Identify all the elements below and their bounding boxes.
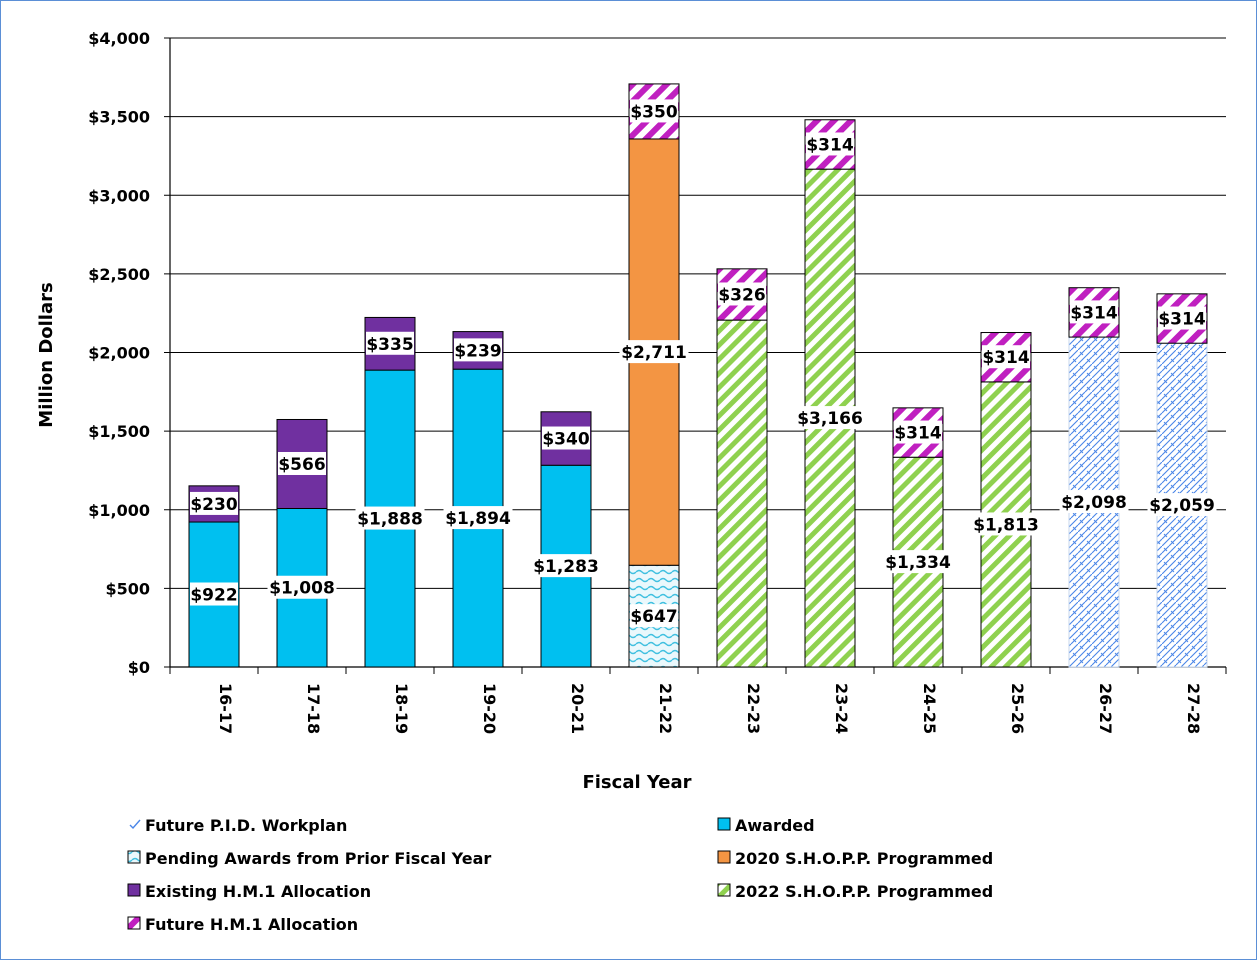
legend-swatch (717, 850, 731, 864)
data-label: $1,283 (533, 557, 599, 577)
data-label: $2,059 (1149, 496, 1215, 516)
y-axis-title: Million Dollars (36, 282, 57, 427)
data-label-bg (619, 340, 689, 364)
data-label: $1,894 (445, 509, 511, 529)
legend: Future P.I.D. Workplan Awarded Pending Awa… (127, 816, 993, 934)
x-tick-label: 18-19 (392, 683, 411, 734)
legend-label: Awarded (735, 816, 815, 835)
legend-label: Future H.M.1 Allocation (145, 915, 358, 934)
data-label: $350 (630, 102, 677, 122)
x-tick-label: 27-28 (1184, 683, 1203, 734)
x-tick-label: 24-25 (920, 683, 939, 734)
legend-swatch (127, 916, 141, 930)
data-label-bg (795, 406, 865, 430)
data-label: $314 (894, 424, 941, 444)
data-label-bg (355, 506, 425, 530)
x-tick-label: 25-26 (1008, 683, 1027, 734)
y-tick-label: $3,500 (88, 108, 150, 127)
x-tick-label: 26-27 (1096, 683, 1115, 734)
data-label-bg (366, 331, 414, 355)
y-tick-label: $2,500 (88, 265, 150, 284)
data-label: $922 (190, 586, 237, 606)
data-label-bg (1147, 493, 1217, 517)
legend-swatch (717, 817, 731, 831)
data-label: $340 (542, 430, 589, 450)
data-label-bg (190, 582, 238, 606)
axes (169, 38, 1227, 674)
bar-segment (716, 319, 768, 668)
data-label-bg (1070, 300, 1118, 324)
y-tick-label: $0 (128, 658, 150, 677)
legend-swatch (127, 850, 141, 864)
legend-label: Existing H.M.1 Allocation (145, 882, 371, 901)
data-label-bg (1158, 306, 1206, 330)
data-label: $1,813 (973, 515, 1039, 535)
data-label-bg (630, 604, 678, 628)
legend-label: Future P.I.D. Workplan (145, 816, 347, 835)
data-label-bg (190, 491, 238, 515)
legend-swatch (129, 819, 141, 830)
data-label: $314 (1070, 303, 1117, 323)
legend-label: Pending Awards from Prior Fiscal Year (145, 849, 491, 868)
data-label: $647 (630, 607, 677, 627)
data-label-bg (267, 575, 337, 599)
x-tick-label: 21-22 (656, 683, 675, 734)
data-label: $335 (366, 335, 413, 355)
gridlines (164, 37, 1226, 668)
y-tick-label: $2,000 (88, 344, 150, 363)
x-tick-labels: 16-17 17-18 18-19 19-20 20-21 21-22 22-23 23-24… (216, 683, 1203, 734)
data-label: $314 (1158, 310, 1205, 330)
data-label: $314 (806, 135, 853, 155)
data-label-bg (443, 506, 513, 530)
x-axis-title: Fiscal Year (582, 772, 691, 793)
data-label: $230 (190, 495, 237, 515)
legend-label: 2022 S.H.O.P.P. Programmed (735, 882, 993, 901)
data-label-bg (542, 426, 590, 450)
x-tick-label: 16-17 (216, 683, 235, 734)
x-tick-label: 19-20 (480, 683, 499, 734)
data-label: $239 (454, 341, 501, 361)
legend-swatch (717, 883, 731, 897)
y-tick-label: $4,000 (88, 29, 150, 48)
x-tick-label: 20-21 (568, 683, 587, 734)
data-label: $1,888 (357, 510, 423, 530)
data-label-bg (531, 554, 601, 578)
data-label-bg (894, 420, 942, 444)
y-tick-label: $1,000 (88, 501, 150, 520)
data-label: $3,166 (797, 409, 863, 429)
data-label: $2,711 (621, 343, 687, 363)
data-label: $1,334 (885, 553, 951, 573)
y-tick-label: $500 (105, 579, 150, 598)
x-tick-label: 23-24 (832, 683, 851, 734)
legend-swatch (127, 883, 141, 897)
data-label-bg (278, 451, 326, 475)
data-label: $314 (982, 348, 1029, 368)
bars (188, 83, 1208, 668)
data-label-bg (630, 99, 678, 123)
data-label: $1,008 (269, 579, 335, 599)
data-label: $326 (718, 285, 765, 305)
legend-label: 2020 S.H.O.P.P. Programmed (735, 849, 993, 868)
x-tick-label: 17-18 (304, 683, 323, 734)
data-label: $566 (278, 455, 325, 475)
data-labels: $922 $230 $1,008 $566 $1,888 $335 $1,894 $239 $1… (190, 99, 1217, 628)
data-label-bg (454, 338, 502, 362)
x-tick-label: 22-23 (744, 683, 763, 734)
data-label: $2,098 (1061, 493, 1127, 513)
data-label-bg (1059, 490, 1129, 514)
data-label-bg (718, 282, 766, 306)
data-label-bg (982, 345, 1030, 369)
y-tick-label: $3,000 (88, 186, 150, 205)
y-tick-labels: $0 $500 $1,000 $1,500 $2,000 $2,500 $3,000 $3,5… (88, 29, 150, 677)
data-label-bg (971, 512, 1041, 536)
data-label-bg (806, 132, 854, 156)
data-label-bg (883, 550, 953, 574)
y-tick-label: $1,500 (88, 422, 150, 441)
